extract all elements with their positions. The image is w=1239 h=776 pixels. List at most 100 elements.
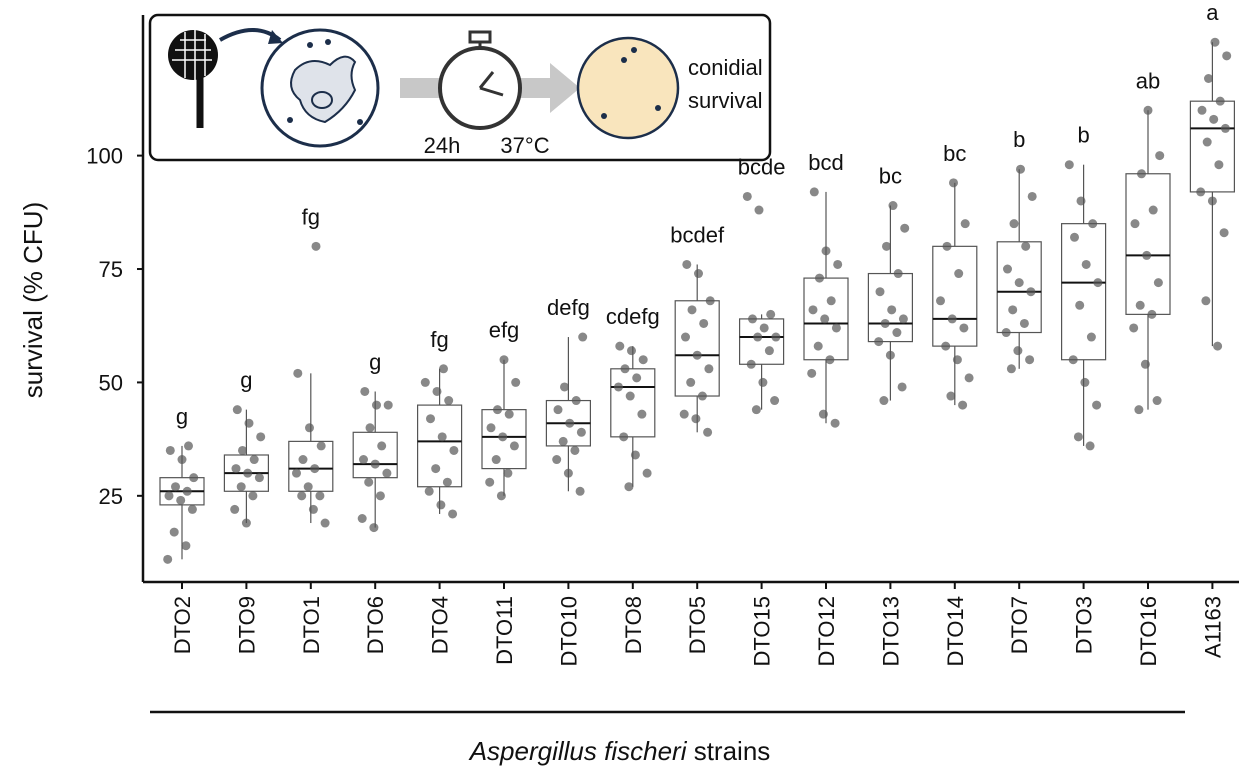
data-point bbox=[897, 382, 907, 392]
data-point bbox=[759, 323, 769, 333]
box bbox=[867, 272, 914, 343]
y-tick-label: 100 bbox=[86, 144, 123, 169]
data-point bbox=[888, 201, 898, 211]
x-tick-label: DTO6 bbox=[363, 596, 388, 654]
y-axis-title: survival (% CFU) bbox=[18, 202, 48, 398]
data-point bbox=[900, 223, 910, 233]
data-point bbox=[231, 464, 241, 474]
data-point bbox=[485, 477, 495, 487]
significance-letter: bc bbox=[879, 164, 902, 189]
data-point bbox=[642, 468, 652, 478]
data-point bbox=[499, 355, 509, 365]
y-tick-label: 25 bbox=[99, 484, 123, 509]
data-point bbox=[491, 455, 501, 465]
x-tick-label: DTO11 bbox=[492, 596, 517, 665]
significance-letter: bcde bbox=[738, 154, 786, 179]
data-point bbox=[682, 259, 692, 269]
data-point bbox=[959, 323, 969, 333]
data-point bbox=[1008, 305, 1018, 315]
data-point bbox=[898, 314, 908, 324]
x-tick-label: DTO14 bbox=[943, 596, 968, 667]
data-point bbox=[875, 287, 885, 297]
data-point bbox=[637, 409, 647, 419]
data-point bbox=[1129, 323, 1139, 333]
box bbox=[417, 404, 463, 488]
data-point bbox=[1222, 51, 1232, 61]
data-point bbox=[615, 341, 625, 351]
data-point bbox=[820, 314, 830, 324]
data-point bbox=[375, 491, 385, 501]
data-point bbox=[298, 455, 308, 465]
data-point bbox=[946, 391, 956, 401]
data-point bbox=[369, 523, 379, 533]
data-point bbox=[320, 518, 330, 528]
x-tick-label: DTO1 bbox=[299, 596, 324, 654]
data-point bbox=[311, 241, 321, 251]
data-point bbox=[821, 246, 831, 256]
box bbox=[288, 440, 334, 492]
data-point bbox=[493, 405, 502, 415]
data-point bbox=[420, 377, 430, 387]
data-point bbox=[620, 364, 630, 374]
data-point bbox=[826, 296, 836, 306]
data-point bbox=[1013, 346, 1023, 356]
data-point bbox=[565, 418, 575, 428]
data-point bbox=[315, 491, 325, 501]
data-point bbox=[1215, 96, 1225, 106]
data-point bbox=[576, 427, 586, 437]
data-point bbox=[297, 491, 307, 501]
data-point bbox=[1021, 241, 1031, 251]
significance-letter: defg bbox=[547, 295, 590, 320]
data-point bbox=[1001, 328, 1011, 338]
data-point bbox=[1220, 123, 1230, 133]
data-point bbox=[1214, 160, 1224, 170]
data-point bbox=[748, 314, 757, 324]
data-point bbox=[1006, 364, 1016, 374]
x-tick-label: DTO4 bbox=[428, 596, 453, 654]
data-point bbox=[359, 455, 368, 465]
data-point bbox=[558, 436, 568, 446]
data-point bbox=[1073, 432, 1083, 442]
data-point bbox=[357, 513, 367, 523]
data-point bbox=[771, 332, 781, 342]
data-point bbox=[509, 441, 519, 451]
y-tick-label: 75 bbox=[99, 257, 123, 282]
data-point bbox=[256, 432, 266, 442]
data-point bbox=[830, 418, 840, 428]
data-point bbox=[949, 178, 958, 188]
data-point bbox=[560, 382, 569, 392]
data-point bbox=[699, 318, 709, 328]
data-point bbox=[308, 504, 318, 514]
inset-label: conidial bbox=[688, 55, 763, 80]
data-point bbox=[177, 455, 187, 465]
data-point bbox=[553, 405, 563, 415]
data-point bbox=[241, 518, 251, 528]
data-point bbox=[941, 341, 951, 351]
data-point bbox=[882, 241, 891, 251]
data-point bbox=[563, 468, 573, 478]
data-point bbox=[880, 318, 890, 328]
data-point bbox=[436, 500, 446, 510]
data-point bbox=[432, 386, 442, 396]
data-point bbox=[1201, 296, 1211, 306]
data-point bbox=[372, 400, 381, 410]
data-point bbox=[809, 187, 819, 197]
data-point bbox=[1093, 278, 1103, 288]
data-point bbox=[1202, 137, 1212, 147]
data-point bbox=[885, 350, 895, 360]
data-point bbox=[770, 396, 780, 406]
data-point bbox=[498, 432, 508, 442]
data-point bbox=[504, 409, 514, 419]
x-tick-label: DTO15 bbox=[750, 596, 775, 667]
x-tick-label: DTO9 bbox=[234, 596, 259, 654]
data-point bbox=[705, 296, 715, 306]
data-point bbox=[1085, 441, 1095, 451]
significance-letter: cdefg bbox=[606, 304, 660, 329]
data-point bbox=[947, 314, 957, 324]
data-point bbox=[176, 495, 186, 505]
data-point bbox=[571, 396, 581, 406]
data-point bbox=[1016, 164, 1025, 174]
x-tick-label: DTO12 bbox=[814, 596, 839, 667]
data-point bbox=[625, 391, 635, 401]
plate-icon bbox=[576, 36, 680, 140]
